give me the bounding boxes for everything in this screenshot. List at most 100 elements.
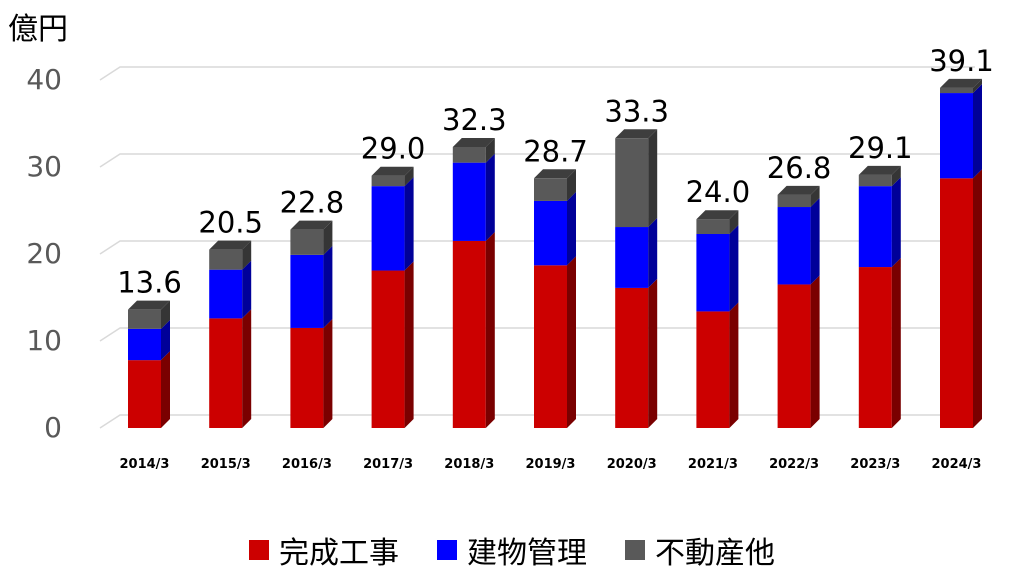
bar-2014/3-完成工事 — [128, 360, 161, 428]
bar-top-2020/3 — [615, 129, 658, 139]
total-label-2023/3: 29.1 — [848, 131, 913, 165]
x-tick-label-2019/3: 2019/3 — [526, 457, 576, 472]
bar-side-2021/3-完成工事 — [729, 302, 739, 428]
x-tick-label-2015/3: 2015/3 — [201, 457, 251, 472]
bar-top-2015/3 — [209, 240, 252, 250]
gridline-20 — [99, 240, 975, 255]
bar-side-2024/3-完成工事 — [973, 169, 982, 428]
bar-side-2022/3-不動産他 — [810, 185, 820, 208]
bar-2015/3-完成工事 — [209, 318, 243, 428]
x-tick-label-2020/3: 2020/3 — [607, 457, 657, 472]
bar-2014/3-不動産他 — [128, 309, 161, 329]
bar-chart: 0 10 20 30 40 13.6 2014/3 20.5 2015/3 22.8 2016/3 2… — [26, 44, 993, 472]
bar-2022/3-不動産他 — [777, 194, 811, 208]
x-tick-label-2023/3: 2023/3 — [850, 457, 900, 472]
bar-side-2018/3-完成工事 — [485, 231, 495, 428]
legend-swatch-real-estate — [625, 540, 645, 560]
bar-side-2014/3-完成工事 — [161, 351, 170, 428]
legend-label-real-estate: 不動産他 — [655, 536, 775, 571]
x-tick-label-2017/3: 2017/3 — [363, 457, 413, 472]
legend-item-building-management: 建物管理 — [437, 528, 587, 572]
y-tick-label-10: 10 — [26, 324, 62, 357]
bar-2021/3-完成工事 — [696, 311, 730, 428]
bar-side-2022/3-完成工事 — [810, 275, 820, 428]
bar-top-2023/3 — [858, 165, 901, 175]
bar-2016/3-建物管理 — [290, 254, 324, 328]
bar-2018/3-建物管理 — [452, 162, 486, 241]
bar-side-2022/3-建物管理 — [810, 198, 820, 285]
y-tick-label-40: 40 — [26, 63, 62, 96]
total-label-2014/3: 13.6 — [117, 266, 182, 300]
bar-2018/3-不動産他 — [452, 146, 486, 163]
bar-2015/3-不動産他 — [209, 249, 243, 270]
bar-2023/3-建物管理 — [858, 186, 892, 268]
total-label-2021/3: 24.0 — [686, 175, 751, 209]
bar-2015/3-建物管理 — [209, 269, 243, 319]
bar-side-2023/3-建物管理 — [891, 177, 901, 268]
bar-2017/3-完成工事 — [371, 270, 405, 428]
legend-label-construction: 完成工事 — [279, 536, 399, 571]
bar-top-2021/3 — [696, 210, 739, 220]
bar-side-2015/3-完成工事 — [242, 309, 252, 428]
x-tick-label-2022/3: 2022/3 — [769, 457, 819, 472]
bar-side-2014/3-建物管理 — [161, 319, 170, 361]
bar-side-2021/3-不動産他 — [729, 210, 739, 234]
x-tick-label-2024/3: 2024/3 — [932, 457, 982, 472]
x-tick-label-2014/3: 2014/3 — [120, 457, 170, 472]
bar-side-2019/3-建物管理 — [567, 191, 576, 266]
bar-side-2017/3-建物管理 — [404, 177, 414, 271]
bar-2021/3-建物管理 — [696, 233, 730, 312]
bar-2019/3-建物管理 — [534, 200, 567, 266]
gridline-0 — [99, 414, 975, 429]
bar-side-2014/3-不動産他 — [161, 300, 170, 329]
bar-side-2016/3-完成工事 — [323, 318, 333, 428]
gridline-30 — [99, 153, 975, 168]
legend-swatch-construction — [249, 540, 269, 560]
gridline-40 — [99, 66, 975, 81]
bar-side-2019/3-不動産他 — [567, 169, 576, 201]
x-tick-label-2016/3: 2016/3 — [282, 457, 332, 472]
bar-2023/3-不動産他 — [858, 174, 892, 187]
y-axis-unit-label: 億円 — [8, 12, 68, 47]
bar-side-2015/3-建物管理 — [242, 260, 252, 319]
bar-2018/3-完成工事 — [452, 240, 486, 428]
y-tick-label-30: 30 — [26, 150, 62, 183]
bar-side-2024/3-建物管理 — [973, 84, 982, 179]
bar-side-2021/3-建物管理 — [729, 224, 739, 312]
bar-side-2016/3-建物管理 — [323, 245, 333, 328]
y-tick-label-20: 20 — [26, 237, 62, 270]
bar-2014/3-建物管理 — [128, 328, 161, 361]
bar-2017/3-不動産他 — [371, 175, 405, 187]
bar-side-2018/3-建物管理 — [485, 153, 495, 241]
bar-top-2018/3 — [452, 137, 495, 147]
bar-top-2019/3 — [534, 169, 576, 179]
legend-item-construction: 完成工事 — [249, 528, 399, 572]
bar-side-2018/3-不動産他 — [485, 137, 495, 163]
bar-2021/3-不動産他 — [696, 219, 730, 234]
bar-2020/3-不動産他 — [615, 138, 649, 228]
bar-top-2024/3 — [940, 78, 982, 88]
bar-2022/3-建物管理 — [777, 207, 811, 285]
total-label-2019/3: 28.7 — [523, 134, 588, 168]
bar-side-2016/3-不動産他 — [323, 220, 333, 255]
bar-side-2019/3-完成工事 — [567, 256, 576, 428]
bar-side-2020/3-建物管理 — [648, 218, 658, 288]
total-label-2018/3: 32.3 — [442, 103, 507, 137]
bar-top-2022/3 — [777, 185, 820, 195]
bar-2019/3-完成工事 — [534, 265, 567, 428]
bar-2020/3-完成工事 — [615, 287, 649, 428]
bar-top-2017/3 — [371, 166, 414, 176]
bar-side-2020/3-完成工事 — [648, 278, 658, 428]
bar-2023/3-完成工事 — [858, 267, 892, 428]
bar-side-2023/3-完成工事 — [891, 258, 901, 428]
bar-top-2014/3 — [128, 300, 170, 310]
chart-legend: 完成工事 建物管理 不動産他 — [0, 528, 1024, 572]
legend-item-real-estate: 不動産他 — [625, 528, 775, 572]
total-label-2015/3: 20.5 — [198, 206, 263, 240]
bar-side-2017/3-不動産他 — [404, 166, 414, 187]
x-tick-label-2018/3: 2018/3 — [444, 457, 494, 472]
total-label-2020/3: 33.3 — [604, 94, 669, 128]
total-label-2022/3: 26.8 — [767, 151, 832, 185]
bar-side-2015/3-不動産他 — [242, 240, 252, 270]
bar-side-2024/3-不動産他 — [973, 78, 982, 94]
